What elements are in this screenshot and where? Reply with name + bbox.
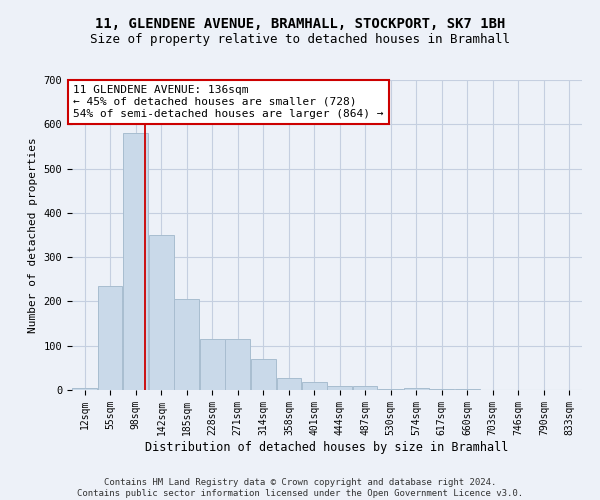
Bar (73, 388, 97, 390)
Bar (455, 389, 479, 390)
Bar (149, 235, 174, 390)
Bar (353, 386, 377, 390)
Text: Size of property relative to detached houses in Bramhall: Size of property relative to detached ho… (90, 32, 510, 46)
Bar (328, 386, 352, 390)
Text: 11 GLENDENE AVENUE: 136sqm
← 45% of detached houses are smaller (728)
54% of sem: 11 GLENDENE AVENUE: 136sqm ← 45% of deta… (73, 86, 383, 118)
Bar (378, 388, 403, 390)
Text: 11, GLENDENE AVENUE, BRAMHALL, STOCKPORT, SK7 1BH: 11, GLENDENE AVENUE, BRAMHALL, STOCKPORT… (95, 18, 505, 32)
Y-axis label: Number of detached properties: Number of detached properties (28, 137, 38, 333)
Bar (251, 359, 276, 390)
Bar (123, 133, 148, 390)
Bar (404, 388, 429, 390)
Bar (98, 286, 122, 390)
Bar (430, 388, 454, 390)
X-axis label: Distribution of detached houses by size in Bramhall: Distribution of detached houses by size … (145, 440, 509, 454)
Bar (225, 339, 250, 390)
Bar (277, 378, 301, 390)
Bar (200, 339, 224, 390)
Text: Contains HM Land Registry data © Crown copyright and database right 2024.
Contai: Contains HM Land Registry data © Crown c… (77, 478, 523, 498)
Bar (302, 382, 326, 390)
Bar (175, 299, 199, 390)
